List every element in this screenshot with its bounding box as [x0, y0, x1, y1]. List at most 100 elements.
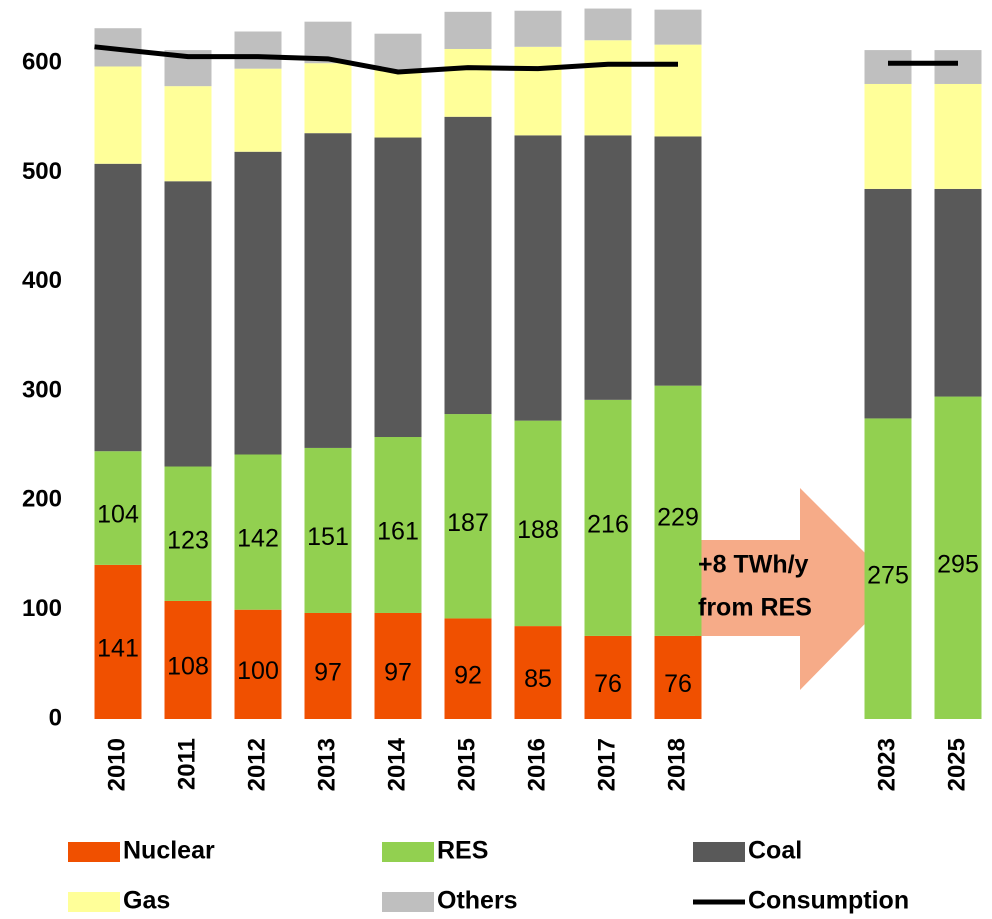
- y-tick-label: 100: [22, 595, 62, 622]
- data-label: 187: [447, 509, 489, 537]
- y-tick-label: 400: [22, 267, 62, 294]
- bar-segment: [444, 618, 492, 719]
- bar-segment: [444, 11, 492, 49]
- bar-segment: [374, 137, 422, 438]
- bar-segment: [94, 163, 142, 452]
- data-label: 123: [167, 526, 209, 554]
- bar-segment: [374, 437, 422, 613]
- bar-segment: [654, 44, 702, 137]
- x-tick-label: 2015: [453, 738, 480, 791]
- data-label: 97: [384, 659, 412, 687]
- bar-segment: [304, 612, 352, 719]
- bar-segment: [94, 66, 142, 164]
- bar-segment: [934, 396, 982, 719]
- data-label: 188: [517, 516, 559, 544]
- bar-segment: [164, 86, 212, 182]
- bar-segment: [654, 9, 702, 45]
- bar-segment: [864, 83, 912, 189]
- data-label: 142: [237, 525, 279, 553]
- bar-segment: [934, 50, 982, 84]
- bar-segment: [514, 626, 562, 719]
- bar-segment: [864, 188, 912, 419]
- annotation: from RES: [698, 594, 812, 622]
- bar-segment: [374, 69, 422, 138]
- bar-segment: [234, 151, 282, 455]
- y-tick-label: 500: [22, 158, 62, 185]
- bar-segment: [514, 10, 562, 47]
- bar-segment: [94, 451, 142, 565]
- annotation: +8 TWh/y: [698, 551, 809, 579]
- legend-swatch: [382, 892, 434, 912]
- bar-segment: [514, 135, 562, 421]
- bar-segment: [864, 50, 912, 84]
- legend-label: Coal: [748, 837, 802, 865]
- bar-segment: [234, 454, 282, 610]
- bar-segment: [444, 414, 492, 619]
- legend-label: Consumption: [748, 887, 909, 915]
- bar-segment: [444, 116, 492, 415]
- data-label: 229: [657, 503, 699, 531]
- x-tick-label: 2023: [873, 738, 900, 791]
- bar-segment: [584, 399, 632, 636]
- legend-label: Gas: [123, 887, 170, 915]
- data-label: 161: [377, 518, 419, 546]
- data-label: 85: [524, 665, 552, 693]
- data-label: 141: [97, 635, 139, 663]
- bar-segment: [374, 612, 422, 719]
- legend-swatch: [693, 842, 745, 862]
- annotation-arrow: [695, 488, 900, 690]
- line: [94, 44, 678, 75]
- legend-label: Nuclear: [123, 837, 215, 865]
- bar-segment: [584, 8, 632, 41]
- bar-segment: [304, 63, 352, 134]
- bar-segment: [374, 33, 422, 70]
- y-tick-label: 600: [22, 49, 62, 76]
- bar-segment: [584, 135, 632, 400]
- bar-segment: [584, 635, 632, 719]
- bar-segment: [864, 418, 912, 719]
- bar-segment: [304, 447, 352, 613]
- legend-label: Others: [437, 887, 518, 915]
- bar-segment: [654, 136, 702, 386]
- x-tick-label: 2016: [523, 738, 550, 791]
- bar-segment: [94, 564, 142, 719]
- bar-segment: [164, 181, 212, 467]
- bar-segment: [654, 635, 702, 719]
- x-tick-label: 2018: [663, 738, 690, 791]
- bar-segment: [934, 83, 982, 189]
- bar-segment: [934, 188, 982, 397]
- bar-segment: [444, 48, 492, 117]
- x-tick-label: 2010: [103, 738, 130, 791]
- data-label: 92: [454, 661, 482, 689]
- bar-segment: [234, 31, 282, 69]
- bar-segment: [654, 385, 702, 636]
- bar-segment: [304, 133, 352, 448]
- x-tick-label: 2011: [173, 738, 200, 790]
- x-tick-label: 2013: [313, 738, 340, 791]
- data-label: 76: [594, 670, 622, 698]
- x-tick-label: 2025: [943, 738, 970, 791]
- data-label: 100: [237, 657, 279, 685]
- bar-segment: [584, 40, 632, 136]
- data-label: 275: [867, 561, 909, 589]
- data-label: 151: [307, 523, 349, 551]
- bar-segment: [234, 68, 282, 152]
- data-label: 108: [167, 653, 209, 681]
- bar-segment: [164, 600, 212, 719]
- data-label: 104: [97, 501, 139, 529]
- y-tick-label: 0: [49, 704, 62, 731]
- data-label: 295: [937, 550, 979, 578]
- bar-segment: [514, 46, 562, 136]
- bar-segment: [234, 609, 282, 719]
- y-tick-label: 300: [22, 376, 62, 403]
- x-tick-label: 2014: [383, 737, 410, 791]
- data-label: 97: [314, 659, 342, 687]
- bar-segment: [164, 466, 212, 601]
- bar-segment: [514, 420, 562, 627]
- legend-swatch: [382, 842, 434, 862]
- x-tick-label: 2017: [593, 738, 620, 791]
- legend-label: RES: [437, 837, 488, 865]
- legend-swatch: [68, 892, 120, 912]
- data-label: 216: [587, 510, 629, 538]
- x-tick-label: 2012: [243, 738, 270, 791]
